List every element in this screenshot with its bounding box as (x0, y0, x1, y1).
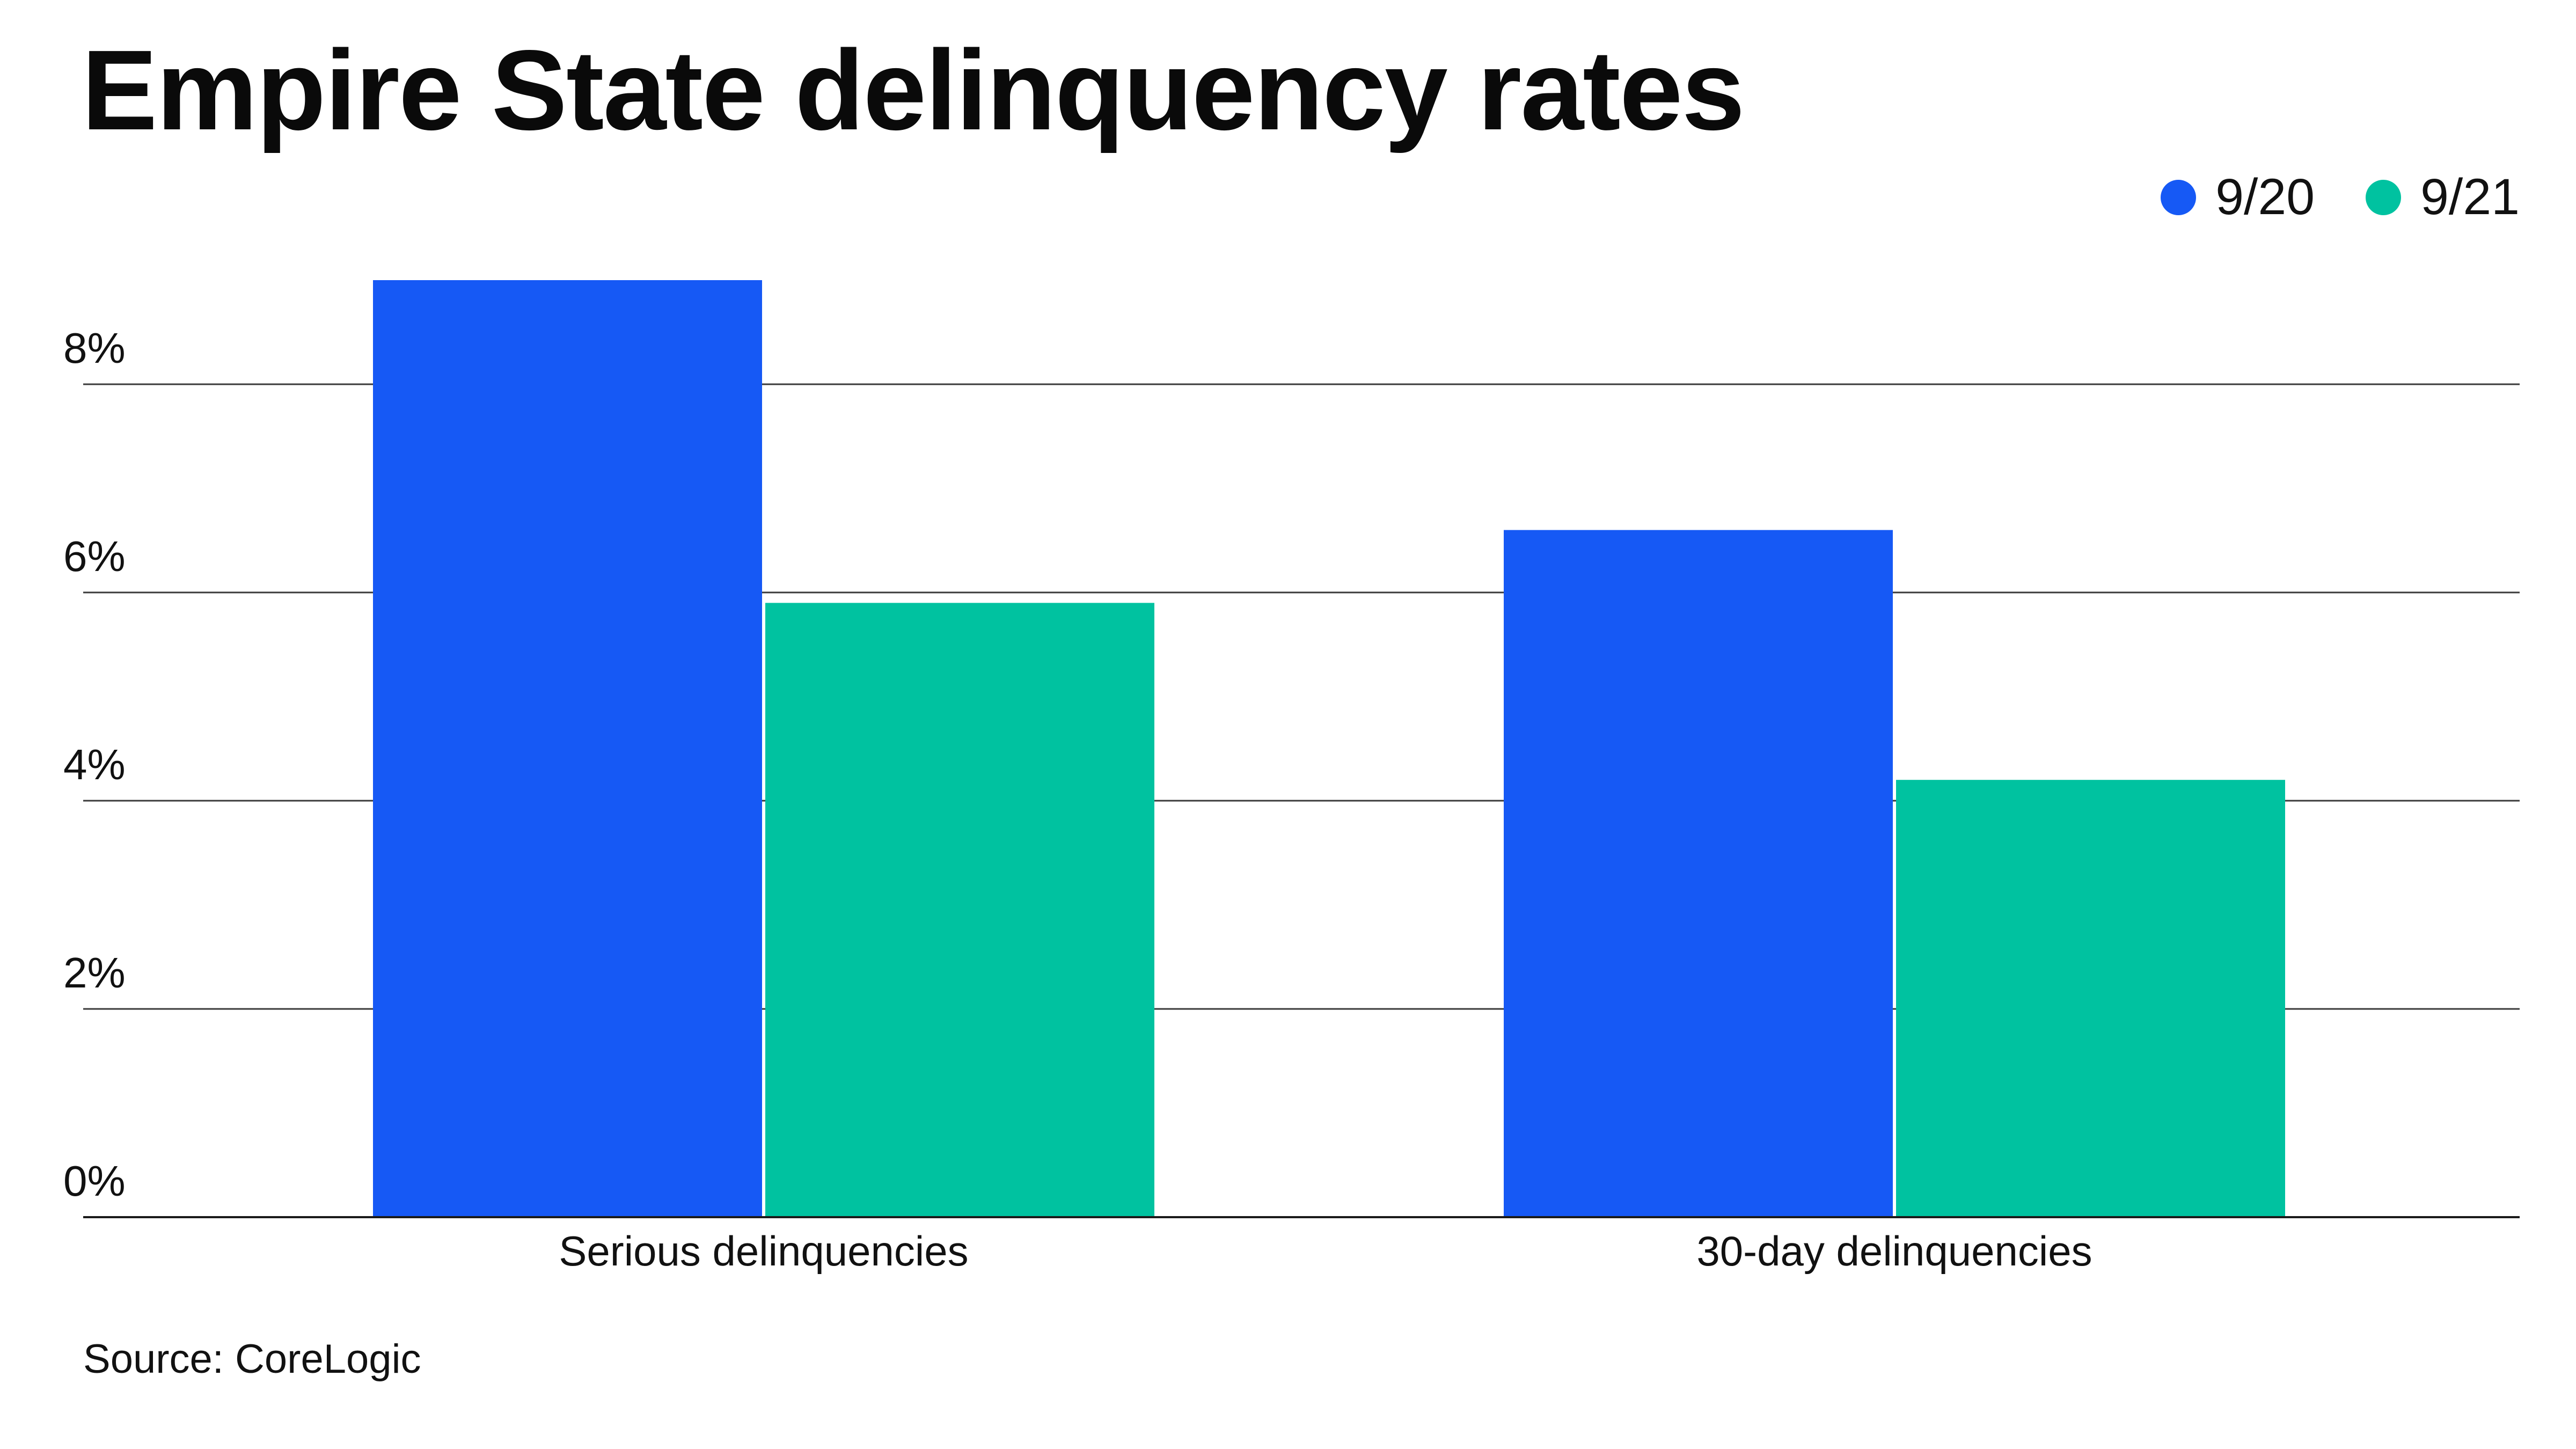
legend-label-series-1: 9/20 (2215, 169, 2315, 225)
y-tick-label-3: 6% (63, 532, 126, 580)
chart-title: Empire State delinquency rates (82, 26, 1745, 153)
legend: 9/20 9/21 (2161, 172, 2520, 223)
x-tick-label-2: 30-day delinquencies (1696, 1227, 2092, 1275)
legend-swatch-series-1 (2161, 179, 2197, 215)
source-note: Source: CoreLogic (83, 1336, 421, 1382)
y-tick-label-2: 4% (63, 741, 126, 788)
y-tick-label-0: 0% (63, 1157, 126, 1205)
legend-item-series-1: 9/20 (2161, 172, 2315, 223)
bar-1-2 (1504, 530, 1893, 1217)
legend-item-series-2: 9/21 (2366, 172, 2520, 223)
x-tick-label-1: Serious delinquencies (559, 1227, 968, 1275)
bars (373, 280, 2285, 1217)
bar-1-1 (373, 280, 762, 1217)
bar-2-1 (765, 603, 1154, 1217)
legend-label-series-2: 9/21 (2420, 169, 2520, 225)
axes: Serious delinquencies 30-day delinquencie… (83, 1216, 2520, 1275)
y-tick-label-1: 2% (63, 949, 126, 997)
legend-swatch-series-2 (2366, 179, 2402, 215)
bar-2-2 (1896, 780, 2285, 1217)
y-tick-label-4: 8% (63, 324, 126, 372)
